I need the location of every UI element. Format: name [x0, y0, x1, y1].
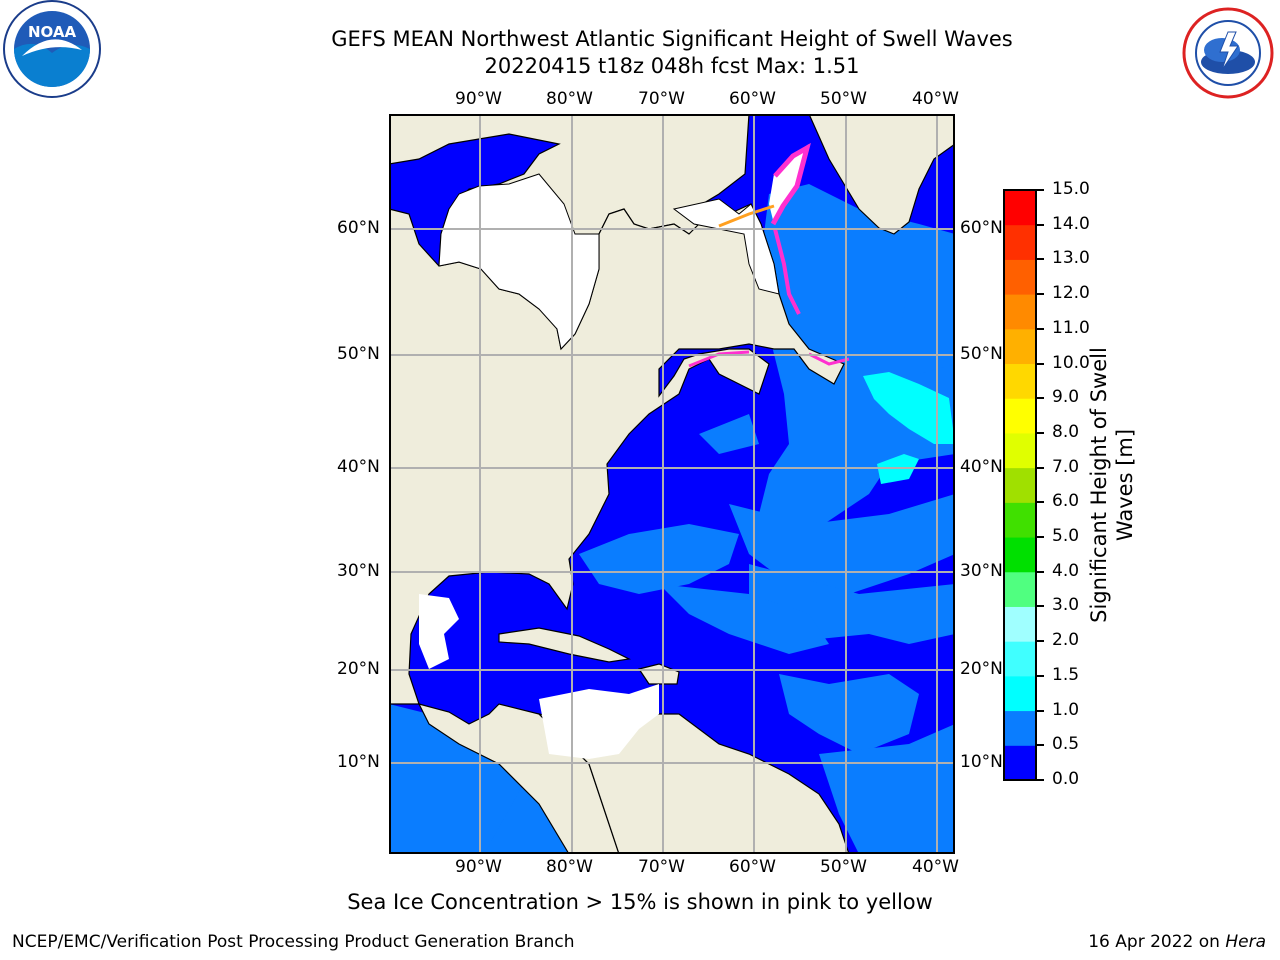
- lon-label-top: 90°W: [455, 89, 502, 109]
- colorbar-tick-label: 6.0: [1052, 491, 1080, 512]
- noaa-logo: NOAA: [0, 0, 104, 100]
- colorbar-segment: [1004, 398, 1036, 434]
- lon-label-bottom: 90°W: [455, 857, 502, 877]
- lon-label-bottom: 80°W: [546, 857, 593, 877]
- colorbar-segment: [1004, 745, 1036, 781]
- colorbar: [1003, 189, 1037, 781]
- lon-label-top: 80°W: [546, 89, 593, 109]
- colorbar-tick-mark: [1036, 258, 1044, 261]
- lat-label-right: 40°N: [960, 457, 1003, 477]
- lat-label-left: 20°N: [337, 659, 380, 679]
- colorbar-tick-mark: [1036, 466, 1044, 469]
- colorbar-tick-mark: [1036, 709, 1044, 712]
- colorbar-tick-label: 9.0: [1052, 387, 1080, 408]
- colorbar-segment: [1004, 502, 1036, 538]
- lon-label-bottom: 70°W: [638, 857, 685, 877]
- colorbar-tick-label: 12.0: [1052, 283, 1090, 304]
- footer-host: Hera: [1225, 932, 1266, 952]
- colorbar-tick-label: 0.5: [1052, 734, 1080, 755]
- plot-title: GEFS MEAN Northwest Atlantic Significant…: [331, 27, 1013, 51]
- colorbar-tick-mark: [1036, 674, 1044, 677]
- colorbar-label: Significant Height of Swell Waves [m]: [1087, 347, 1137, 623]
- colorbar-tick-mark: [1036, 397, 1044, 400]
- lat-label-right: 60°N: [960, 218, 1003, 238]
- colorbar-segment: [1004, 606, 1036, 642]
- colorbar-tick-mark: [1036, 293, 1044, 296]
- nws-logo: [1176, 6, 1280, 100]
- lat-label-left: 10°N: [337, 752, 380, 772]
- lon-label-top: 70°W: [638, 89, 685, 109]
- lat-label-left: 30°N: [337, 561, 380, 581]
- swell-height-map: [389, 114, 955, 854]
- colorbar-tick-label: 15.0: [1052, 179, 1090, 199]
- colorbar-tick-mark: [1036, 536, 1044, 539]
- lon-label-top: 50°W: [820, 89, 867, 109]
- colorbar-tick-label: 2.0: [1052, 630, 1080, 651]
- colorbar-segment: [1004, 467, 1036, 503]
- colorbar-segment: [1004, 259, 1036, 295]
- colorbar-segment: [1004, 294, 1036, 330]
- footer-date: 16 Apr 2022 on Hera: [1088, 932, 1266, 952]
- colorbar-segment: [1004, 224, 1036, 260]
- colorbar-tick-mark: [1036, 605, 1044, 608]
- footer-date-text: 16 Apr 2022 on: [1088, 932, 1226, 952]
- colorbar-tick-mark: [1036, 640, 1044, 643]
- colorbar-segment: [1004, 710, 1036, 746]
- svg-text:NOAA: NOAA: [28, 23, 77, 41]
- colorbar-segment: [1004, 641, 1036, 677]
- colorbar-tick-label: 3.0: [1052, 595, 1080, 616]
- colorbar-tick-mark: [1036, 779, 1044, 781]
- colorbar-tick-mark: [1036, 362, 1044, 365]
- lon-label-top: 60°W: [729, 89, 776, 109]
- plot-subtitle: 20220415 t18z 048h fcst Max: 1.51: [484, 54, 860, 78]
- colorbar-segment: [1004, 190, 1036, 226]
- lat-label-left: 60°N: [337, 218, 380, 238]
- lat-label-right: 20°N: [960, 659, 1003, 679]
- colorbar-tick-label: 11.0: [1052, 317, 1090, 338]
- colorbar-tick-mark: [1036, 501, 1044, 504]
- lon-label-bottom: 40°W: [912, 857, 959, 877]
- colorbar-tick-mark: [1036, 223, 1044, 226]
- colorbar-tick-mark: [1036, 189, 1044, 191]
- colorbar-segment: [1004, 328, 1036, 365]
- colorbar-tick-label: 8.0: [1052, 421, 1080, 442]
- colorbar-tick-label: 0.0: [1052, 769, 1080, 789]
- graticule: [389, 114, 955, 854]
- colorbar-tick-mark: [1036, 744, 1044, 747]
- colorbar-tick-mark: [1036, 431, 1044, 434]
- lat-label-right: 50°N: [960, 344, 1003, 364]
- colorbar-segment: [1004, 363, 1036, 399]
- lat-label-left: 40°N: [337, 457, 380, 477]
- colorbar-tick-label: 1.0: [1052, 699, 1080, 720]
- ocean-mid-field: [389, 184, 955, 854]
- footer-credit: NCEP/EMC/Verification Post Processing Pr…: [12, 932, 575, 952]
- colorbar-tick-mark: [1036, 570, 1044, 573]
- colorbar-tick-label: 7.0: [1052, 456, 1080, 477]
- lon-label-bottom: 50°W: [820, 857, 867, 877]
- colorbar-tick-label: 13.0: [1052, 248, 1090, 269]
- colorbar-tick-label: 14.0: [1052, 213, 1090, 234]
- colorbar-tick-label: 1.5: [1052, 664, 1080, 685]
- colorbar-segment: [1004, 675, 1036, 712]
- colorbar-tick-label: 4.0: [1052, 560, 1080, 581]
- colorbar-segment: [1004, 537, 1036, 573]
- colorbar-segment: [1004, 571, 1036, 607]
- colorbar-tick-label: 5.0: [1052, 526, 1080, 547]
- lat-label-left: 50°N: [337, 344, 380, 364]
- lon-label-top: 40°W: [912, 89, 959, 109]
- lon-label-bottom: 60°W: [729, 857, 776, 877]
- colorbar-tick-label: 10.0: [1052, 352, 1090, 373]
- lat-label-right: 10°N: [960, 752, 1003, 772]
- sea-ice-caption: Sea Ice Concentration > 15% is shown in …: [347, 890, 933, 914]
- colorbar-segment: [1004, 432, 1036, 469]
- lat-label-right: 30°N: [960, 561, 1003, 581]
- colorbar-tick-mark: [1036, 327, 1044, 330]
